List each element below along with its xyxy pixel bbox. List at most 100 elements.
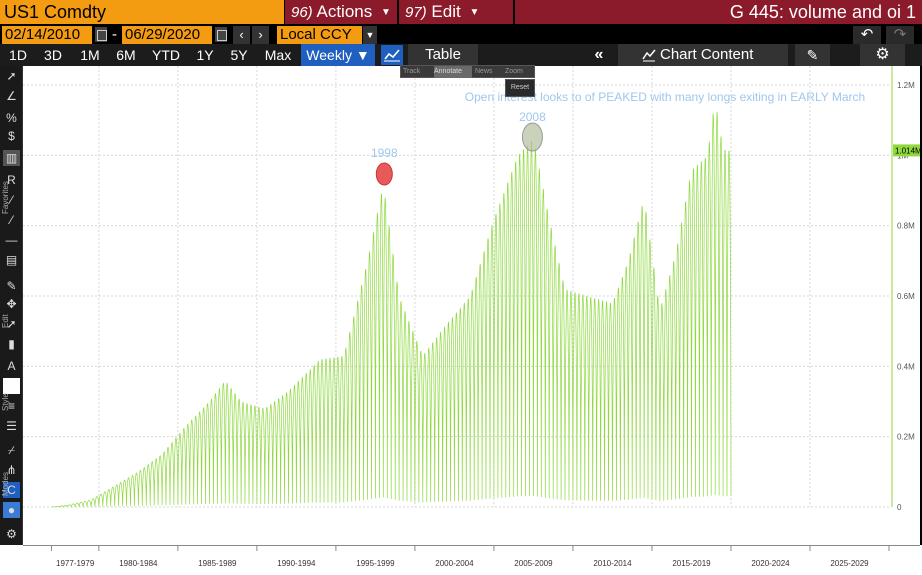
percent-tool-icon[interactable]: % — [6, 111, 17, 125]
annotation-label-1998: 1998 — [371, 146, 398, 160]
redo-icon[interactable]: ↷ — [886, 26, 914, 44]
table-button[interactable]: Table — [408, 44, 478, 66]
x-axis-line — [23, 545, 920, 546]
x-tick-label: 2025-2029 — [830, 559, 869, 568]
track-mode-button[interactable]: Track — [403, 68, 421, 75]
annotation-note: Open interest looks to of PEAKED with ma… — [465, 90, 865, 104]
favorites-section-label: Favorites — [1, 181, 10, 214]
actions-menu-label: Actions — [316, 2, 373, 21]
annotation-toolbar: Track Annotate News Zoom — [400, 65, 535, 78]
channel-icon[interactable]: ▤ — [5, 253, 18, 267]
date-separator: - — [112, 26, 117, 43]
y-tick-label: 0.8M — [897, 222, 915, 231]
x-tick-label: 1980-1984 — [119, 559, 158, 568]
settings-icon[interactable]: ⚙ — [6, 527, 17, 541]
brush-icon[interactable]: ⁄ — [10, 193, 13, 207]
period-toolbar: 1D 3D 1M 6M YTD 1Y 5Y Max Weekly ▼ Table… — [0, 44, 922, 66]
drawing-tools-sidebar: ➚ ∠ % $ ▥ R ⁄ ⁄ — ▤ ✎ ✥ ➚ ▮ A ≡ ☰ ⌿ ⋔ C … — [0, 66, 23, 545]
actions-menu-number: 96) — [291, 4, 313, 21]
undo-icon[interactable]: ↶ — [853, 26, 881, 44]
edit-menu-number: 97) — [405, 4, 427, 21]
screen-title: G 445: volume and oi 1 — [515, 0, 922, 24]
chevron-down-icon[interactable]: ▼ — [363, 26, 377, 44]
horizontal-line-icon[interactable]: — — [5, 233, 18, 247]
pencil-icon[interactable]: ✎ — [6, 279, 17, 293]
actions-menu-button[interactable]: 96) Actions ▼ — [285, 0, 397, 24]
calendar-icon[interactable] — [215, 27, 227, 42]
trash-icon[interactable]: ▮ — [8, 337, 15, 351]
y-tick-label: 1.2M — [897, 81, 915, 90]
top-bar: US1 Comdty 96) Actions ▼ 97) Edit ▼ G 44… — [0, 0, 922, 25]
date-bar: 02/14/2010 - 06/29/2020 ‹ › Local CCY ▼ … — [0, 25, 922, 44]
period-max[interactable]: Max — [264, 47, 292, 63]
tree-icon[interactable]: ⋔ — [6, 463, 17, 477]
modes-section-label: Modes — [1, 471, 10, 496]
period-3d[interactable]: 3D — [44, 47, 62, 63]
x-tick-label: 1995-1999 — [356, 559, 395, 568]
frequency-select[interactable]: Weekly ▼ — [301, 44, 375, 66]
start-date-field[interactable]: 02/14/2010 — [2, 26, 92, 44]
peak-marker-1998 — [375, 162, 393, 186]
period-6m[interactable]: 6M — [116, 47, 136, 63]
x-tick-label: 2015-2019 — [672, 559, 711, 568]
edit-pencil-icon[interactable]: ✎ — [795, 44, 830, 66]
calendar-icon[interactable] — [95, 27, 107, 42]
x-tick-label: 2000-2004 — [435, 559, 474, 568]
chevron-left-icon[interactable]: ‹ — [233, 26, 250, 44]
gear-icon[interactable]: ⚙ — [860, 44, 905, 66]
bar-tool-icon[interactable]: ▥ — [3, 150, 20, 166]
edit-section-label: Edit — [1, 314, 10, 328]
annotation-label-2008: 2008 — [519, 110, 546, 124]
select-icon[interactable]: ➚ — [6, 317, 17, 331]
reset-button[interactable]: Reset — [505, 79, 535, 97]
currency-select[interactable]: Local CCY — [277, 26, 362, 44]
crosshair-icon[interactable]: ⌿ — [7, 443, 16, 457]
period-1m[interactable]: 1M — [80, 47, 100, 63]
period-1d[interactable]: 1D — [9, 47, 27, 63]
y-tick-label: 0 — [897, 503, 902, 512]
line-weight-icon[interactable]: ≡ — [7, 399, 15, 413]
ticker-field[interactable]: US1 Comdty — [0, 0, 284, 24]
chart-content-button[interactable]: Chart Content — [618, 44, 788, 66]
series-line — [51, 111, 732, 509]
x-axis-strip: 1977-1979 1980-1984 1985-1989 1990-1994 1995… — [0, 545, 922, 575]
collapse-panel-button[interactable]: « — [594, 46, 604, 63]
y-tick-label: 0.4M — [897, 362, 915, 371]
end-date-field[interactable]: 06/29/2020 — [122, 26, 212, 44]
period-ytd[interactable]: YTD — [152, 47, 180, 63]
line-style-icon[interactable]: ☰ — [6, 419, 17, 433]
fibonacci-icon[interactable]: $ — [8, 129, 15, 143]
move-icon[interactable]: ✥ — [6, 297, 17, 311]
pointer-icon[interactable]: ➚ — [6, 69, 17, 83]
pen-icon[interactable]: ⁄ — [10, 213, 13, 227]
y-tick-label: 0.6M — [897, 292, 915, 301]
edit-menu-button[interactable]: 97) Edit ▼ — [399, 0, 513, 24]
line-chart-icon[interactable] — [381, 45, 403, 65]
news-mode-button[interactable]: News — [475, 68, 493, 75]
period-1y[interactable]: 1Y — [196, 47, 214, 63]
period-5y[interactable]: 5Y — [230, 47, 248, 63]
last-value-badge — [893, 144, 920, 157]
r-tool-icon[interactable]: R — [7, 173, 16, 187]
x-tick-label: 2020-2024 — [751, 559, 790, 568]
mode-c-icon[interactable]: C — [3, 482, 20, 498]
chevron-down-icon: ▼ — [380, 6, 391, 18]
text-tool-icon[interactable]: A — [7, 359, 16, 373]
chart-content-icon — [642, 49, 656, 62]
chevron-right-icon[interactable]: › — [252, 26, 269, 44]
last-value-label: 1.014M — [895, 146, 920, 155]
line-tool-icon[interactable]: ∠ — [6, 89, 17, 103]
x-tick-label: 1990-1994 — [277, 559, 316, 568]
y-tick-label: 0.2M — [897, 433, 915, 442]
edit-menu-label: Edit — [431, 2, 461, 21]
x-tick-label: 1985-1989 — [198, 559, 237, 568]
x-axis: 1977-1979 1980-1984 1985-1989 1990-1994 1995… — [50, 545, 890, 568]
mode-color-icon[interactable]: ● — [3, 502, 20, 518]
style-section-label: Style — [1, 393, 10, 411]
x-tick-label: 2010-2014 — [593, 559, 632, 568]
zoom-mode-button[interactable]: Zoom — [505, 68, 523, 75]
annotate-mode-button[interactable]: Annotate — [434, 66, 472, 78]
color-swatch[interactable] — [3, 378, 20, 394]
